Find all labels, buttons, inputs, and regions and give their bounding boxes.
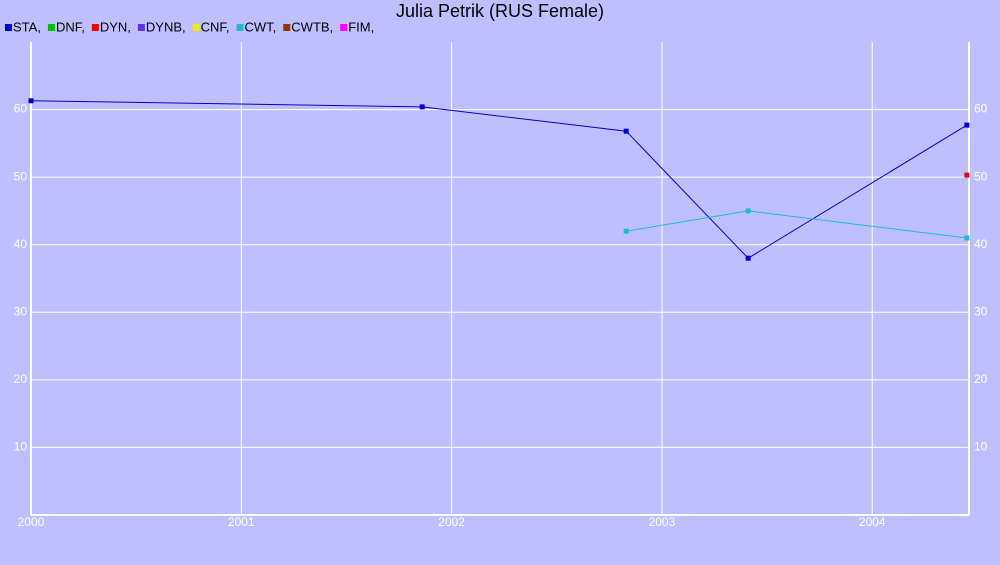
x-tick-label: 2001: [228, 515, 255, 529]
legend-label: DYNB,: [146, 19, 186, 34]
x-tick-label: 2003: [649, 515, 676, 529]
data-point: [419, 104, 425, 110]
data-point: [745, 255, 751, 261]
x-tick-label: 2002: [438, 515, 465, 529]
y-tick-label: 50: [14, 169, 28, 183]
data-point: [623, 228, 629, 234]
data-point: [623, 128, 629, 134]
legend-label: STA,: [13, 19, 41, 34]
x-tick-label: 2004: [859, 515, 886, 529]
y-tick-label: 30: [14, 304, 28, 318]
legend-label: CWTB,: [291, 19, 333, 34]
legend-swatch: [5, 24, 12, 31]
y2-tick-label: 60: [974, 102, 988, 116]
data-point: [964, 235, 970, 241]
data-point: [745, 208, 751, 214]
y2-tick-label: 50: [974, 169, 988, 183]
data-point: [964, 172, 970, 178]
y-tick-label: 20: [14, 372, 28, 386]
legend-swatch: [283, 24, 291, 31]
data-point: [28, 98, 34, 104]
legend-swatch: [236, 24, 244, 31]
legend-swatch: [47, 24, 55, 31]
y2-tick-label: 20: [974, 372, 988, 386]
y-tick-label: 40: [14, 237, 28, 251]
y2-tick-label: 40: [974, 237, 988, 251]
legend-swatch: [91, 24, 99, 31]
legend-label: DYN,: [100, 19, 131, 34]
legend-swatch: [192, 24, 200, 31]
y2-tick-label: 10: [974, 440, 988, 454]
legend-label: FIM,: [348, 19, 374, 34]
y-tick-label: 10: [14, 440, 28, 454]
legend-label: DNF,: [56, 19, 85, 34]
y-tick-label: 60: [14, 102, 28, 116]
legend-label: CNF,: [201, 19, 230, 34]
legend-swatch: [137, 24, 145, 31]
y2-tick-label: 30: [974, 304, 988, 318]
legend-label: CWT,: [245, 19, 277, 34]
data-point: [964, 122, 970, 128]
legend-swatch: [340, 24, 348, 31]
x-tick-label: 2000: [18, 515, 45, 529]
chart-title: Julia Petrik (RUS Female): [396, 1, 604, 21]
